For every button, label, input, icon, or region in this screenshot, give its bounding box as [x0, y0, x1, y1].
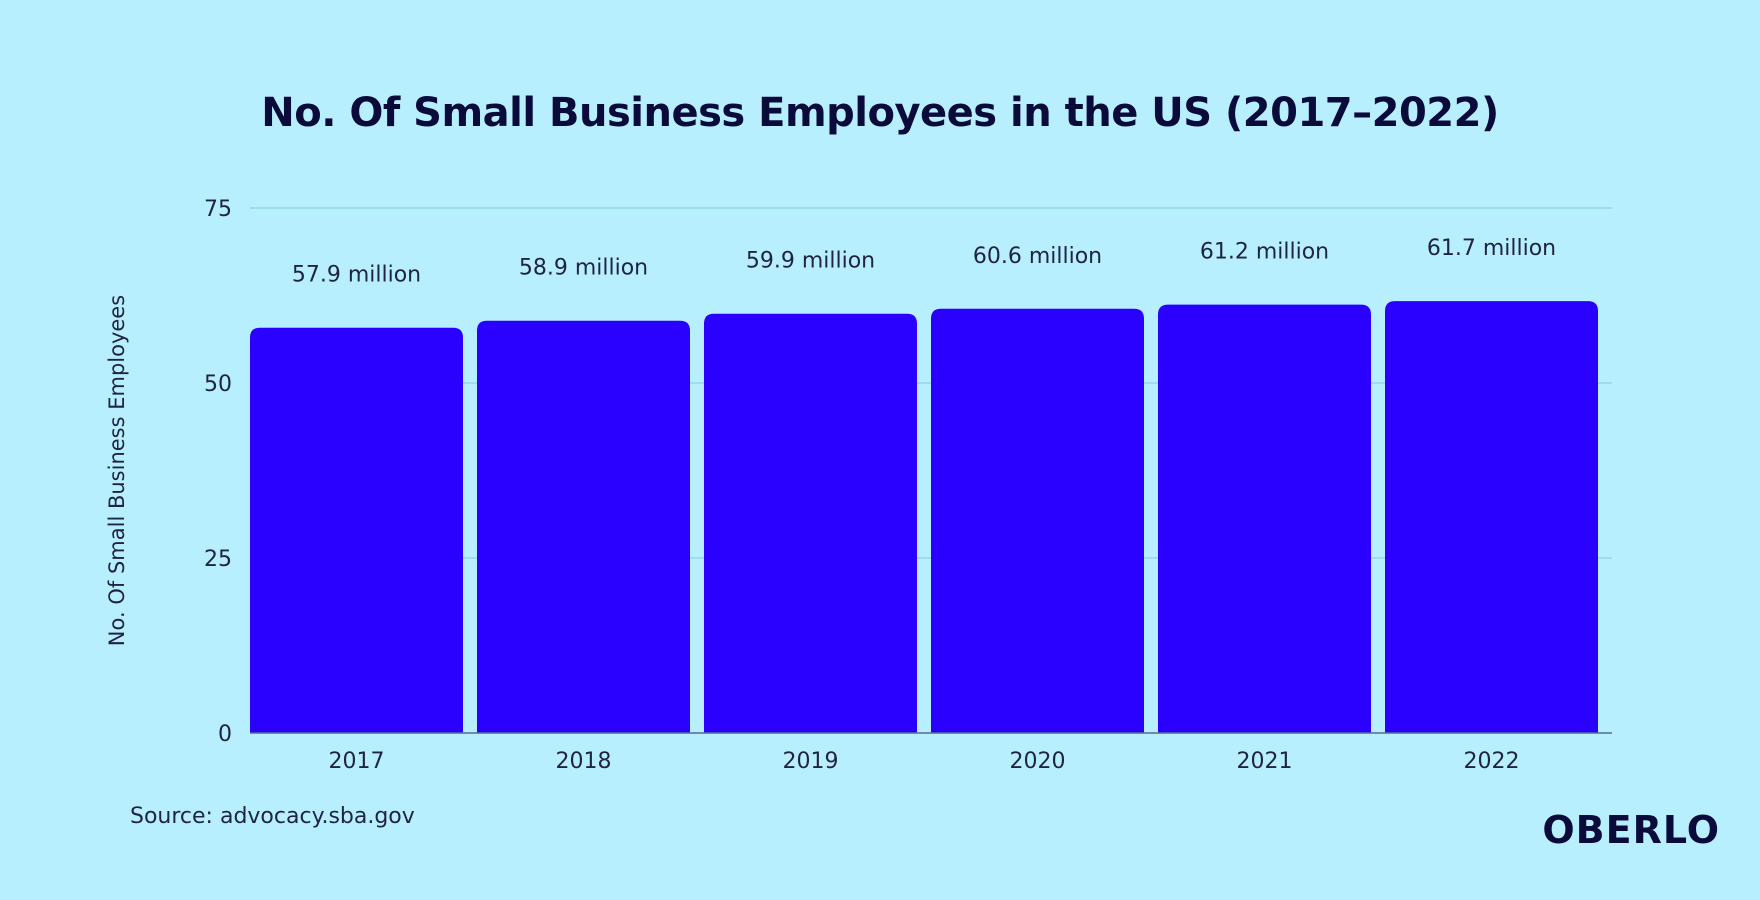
x-tick-label: 2017 [329, 749, 385, 774]
brand-logo: OBERLO [1542, 808, 1720, 852]
data-label: 58.9 million [519, 256, 648, 281]
source-note: Source: advocacy.sba.gov [130, 804, 415, 829]
bar-2022 [1385, 301, 1598, 733]
data-label: 59.9 million [746, 249, 875, 274]
bar-2019 [704, 313, 917, 733]
data-label: 60.6 million [973, 244, 1102, 269]
x-tick-label: 2018 [556, 749, 612, 774]
data-label: 57.9 million [292, 263, 421, 288]
bar-2021 [1158, 304, 1371, 733]
data-label: 61.2 million [1200, 240, 1329, 265]
y-axis-title: No. Of Small Business Employees [105, 295, 129, 646]
bar-2018 [477, 320, 690, 733]
y-tick-label: 75 [204, 197, 232, 222]
chart-title: No. Of Small Business Employees in the U… [261, 90, 1499, 136]
x-tick-label: 2020 [1010, 749, 1066, 774]
data-label: 61.7 million [1427, 236, 1556, 261]
bar-2017 [250, 327, 463, 733]
x-tick-label: 2021 [1237, 749, 1293, 774]
x-tick-label: 2022 [1464, 749, 1520, 774]
y-tick-label: 0 [218, 722, 232, 747]
bar-2020 [931, 308, 1144, 733]
y-tick-label: 50 [204, 372, 232, 397]
x-tick-label: 2019 [783, 749, 839, 774]
y-tick-label: 25 [204, 547, 232, 572]
